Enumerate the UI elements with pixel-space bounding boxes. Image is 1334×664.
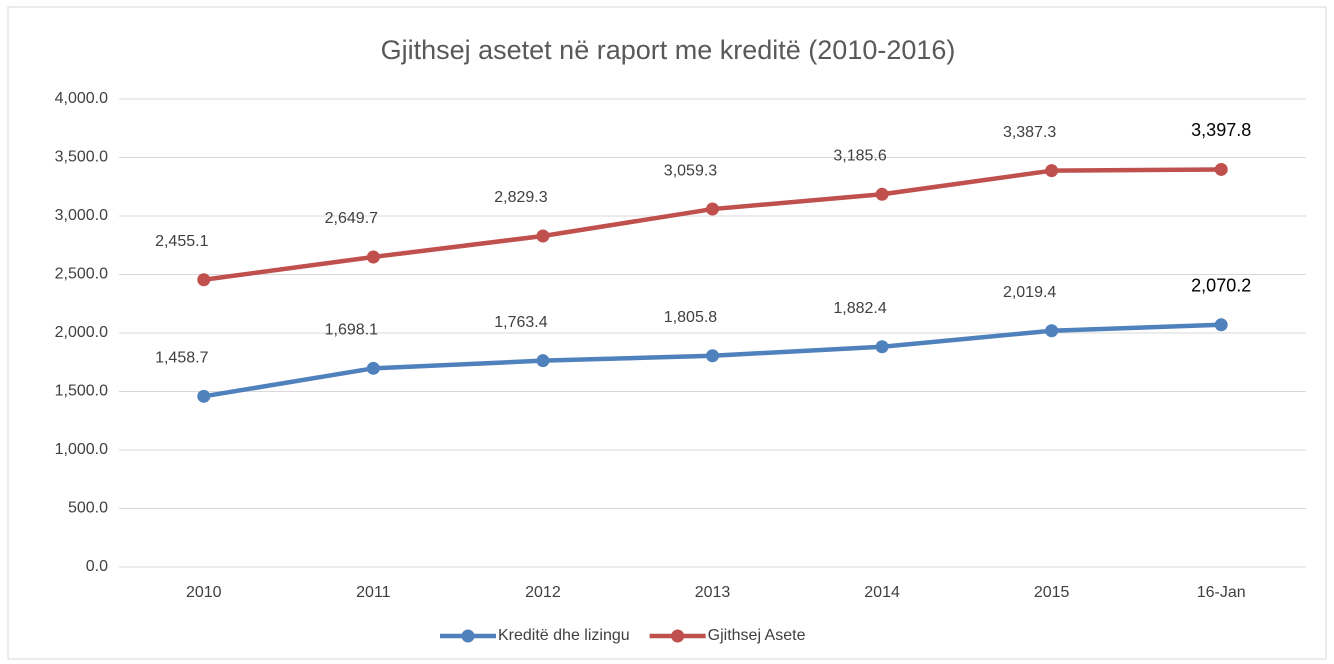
data-label: 3,387.3 [1003, 124, 1056, 141]
x-tick-label: 2015 [1034, 584, 1070, 601]
x-tick-label: 2011 [356, 584, 391, 601]
data-point [875, 187, 889, 201]
data-label: 1,458.7 [155, 350, 208, 367]
data-point [1214, 318, 1228, 332]
y-tick-label: 1,000.0 [55, 441, 108, 458]
data-label: 2,829.3 [494, 189, 547, 206]
data-point [536, 229, 550, 243]
data-point [706, 202, 719, 216]
data-label: 1,882.4 [833, 300, 886, 317]
data-label: 2,649.7 [325, 210, 378, 227]
data-point [706, 349, 719, 363]
legend-label: Kreditë dhe lizingu [498, 627, 630, 644]
data-label: 3,059.3 [664, 162, 717, 179]
data-point [1214, 162, 1228, 176]
y-tick-label: 2,500.0 [55, 266, 108, 283]
y-tick-label: 4,000.0 [55, 90, 108, 107]
data-point [197, 389, 211, 403]
data-label: 2,455.1 [155, 233, 208, 250]
data-point [197, 273, 211, 287]
data-point [536, 354, 550, 368]
x-tick-label: 2010 [186, 584, 222, 601]
y-tick-label: 500.0 [68, 500, 108, 517]
legend-label: Gjithsej Asete [708, 627, 806, 644]
data-label: 2,019.4 [1003, 284, 1056, 301]
y-tick-label: 1,500.0 [55, 383, 108, 400]
data-label: 3,397.8 [1191, 120, 1251, 140]
x-tick-label: 2012 [525, 584, 561, 601]
y-tick-label: 3,000.0 [55, 207, 108, 224]
data-label: 1,805.8 [664, 309, 717, 326]
legend-marker [461, 629, 475, 643]
x-tick-label: 16-Jan [1197, 584, 1246, 601]
y-tick-label: 2,000.0 [55, 324, 108, 341]
chart-title: Gjithsej asetet në raport me kreditë (20… [381, 35, 956, 65]
data-point [875, 340, 889, 354]
x-tick-label: 2014 [864, 584, 900, 601]
legend-marker [671, 629, 685, 643]
data-point [366, 250, 380, 264]
y-tick-label: 0.0 [86, 558, 108, 575]
y-tick-label: 3,500.0 [55, 149, 108, 166]
data-label: 1,763.4 [494, 314, 547, 331]
data-point [1045, 164, 1059, 178]
data-label: 1,698.1 [325, 322, 378, 339]
data-point [366, 361, 380, 375]
data-label: 3,185.6 [833, 148, 886, 165]
x-tick-label: 2013 [695, 584, 731, 601]
data-label: 2,070.2 [1191, 276, 1251, 296]
data-point [1045, 324, 1059, 338]
